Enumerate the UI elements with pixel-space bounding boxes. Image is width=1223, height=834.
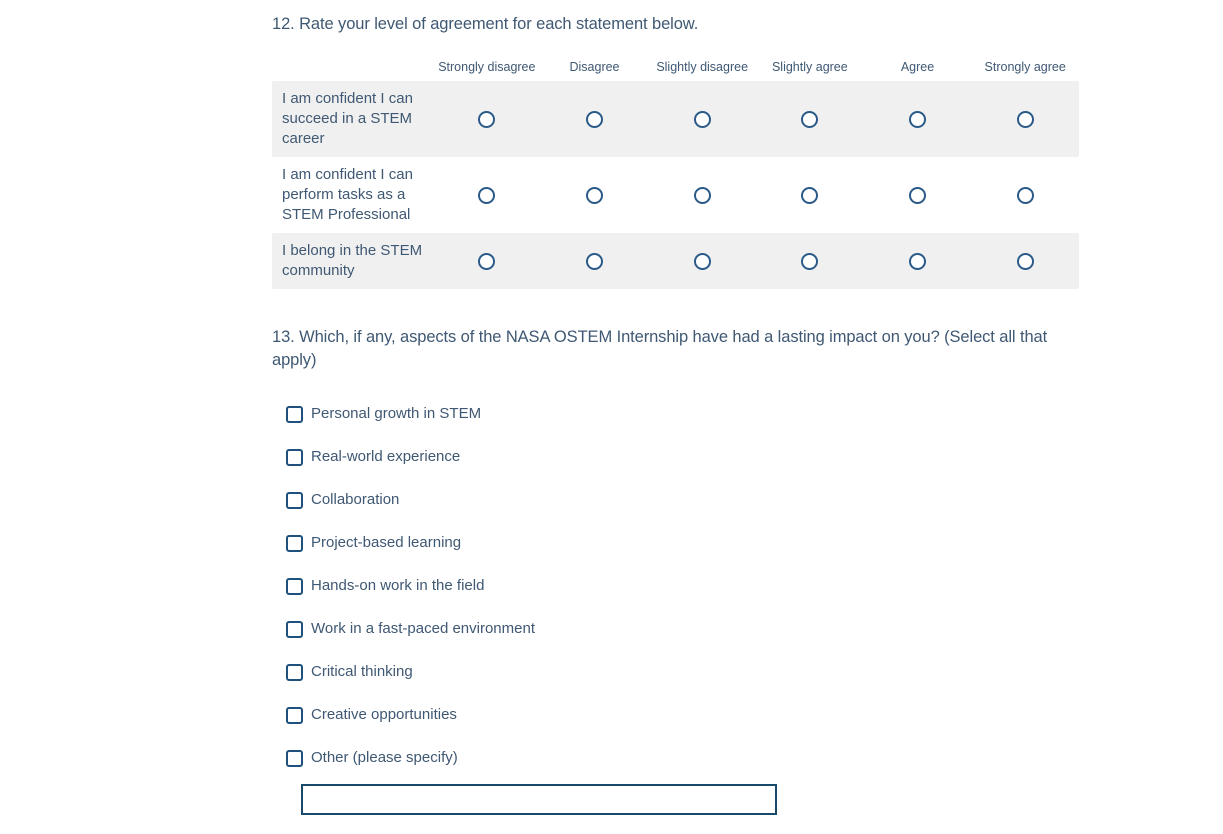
radio-button[interactable]: [909, 186, 927, 204]
radio-button[interactable]: [693, 110, 711, 128]
column-header-slightly-disagree: Slightly disagree: [656, 60, 749, 74]
checkbox[interactable]: [286, 405, 303, 423]
checkbox[interactable]: [286, 620, 303, 638]
option-label: Real-world experience: [311, 448, 461, 465]
option-real-world-experience[interactable]: Real-world experience: [286, 447, 1079, 467]
checkbox-option-list: Personal growth in STEM Real-world exper…: [286, 404, 1079, 768]
option-label: Hands-on work in the field: [311, 577, 485, 594]
option-project-based-learning[interactable]: Project-based learning: [286, 533, 1079, 553]
column-header-agree: Agree: [900, 60, 935, 74]
radio-button[interactable]: [586, 186, 603, 204]
option-label: Project-based learning: [311, 534, 462, 551]
column-header-strongly-disagree: Strongly disagree: [438, 60, 536, 74]
radio-button[interactable]: [693, 252, 711, 270]
radio-button[interactable]: [586, 252, 603, 270]
column-header-disagree: Disagree: [569, 60, 620, 74]
option-label: Work in a fast-paced environment: [311, 620, 535, 637]
option-label: Collaboration: [311, 491, 400, 508]
radio-button[interactable]: [1016, 186, 1034, 204]
matrix-row-perform-tasks: I am confident I can perform tasks as a …: [272, 157, 1079, 233]
checkbox[interactable]: [286, 663, 303, 681]
column-header-slightly-agree: Slightly agree: [771, 60, 848, 74]
other-specify-input[interactable]: [301, 784, 777, 815]
checkbox[interactable]: [286, 706, 303, 724]
radio-button[interactable]: [1016, 110, 1034, 128]
survey-content: 12. Rate your level of agreement for eac…: [272, 13, 1079, 815]
option-label: Critical thinking: [311, 663, 413, 680]
option-hands-on-work[interactable]: Hands-on work in the field: [286, 576, 1079, 596]
checkbox[interactable]: [286, 534, 303, 552]
rating-matrix: Strongly disagree Disagree Slightly disa…: [272, 60, 1079, 289]
checkbox[interactable]: [286, 749, 303, 767]
radio-button[interactable]: [478, 252, 496, 270]
option-fast-paced-environment[interactable]: Work in a fast-paced environment: [286, 619, 1079, 639]
matrix-row-succeed-stem-career: I am confident I can succeed in a STEM c…: [272, 81, 1079, 157]
question-12-title: 12. Rate your level of agreement for eac…: [272, 15, 699, 33]
radio-button[interactable]: [909, 110, 927, 128]
radio-button[interactable]: [478, 110, 496, 128]
radio-button[interactable]: [586, 110, 603, 128]
checkbox[interactable]: [286, 448, 303, 466]
matrix-row-label: I belong in the STEM community: [282, 242, 423, 279]
checkbox[interactable]: [286, 577, 303, 595]
question-13-title: 13. Which, if any, aspects of the NASA O…: [272, 328, 1048, 369]
matrix-row-label: I am confident I can perform tasks as a …: [282, 166, 413, 223]
column-header-strongly-agree: Strongly agree: [984, 60, 1066, 74]
radio-button[interactable]: [1016, 252, 1034, 270]
matrix-row-label: I am confident I can succeed in a STEM c…: [282, 90, 413, 147]
checkbox[interactable]: [286, 491, 303, 509]
radio-button[interactable]: [478, 186, 496, 204]
option-label: Creative opportunities: [311, 706, 457, 723]
option-other[interactable]: Other (please specify): [286, 748, 1079, 768]
option-label: Other (please specify): [311, 749, 458, 766]
radio-button[interactable]: [909, 252, 927, 270]
radio-button[interactable]: [801, 252, 819, 270]
radio-button[interactable]: [693, 186, 711, 204]
option-creative-opportunities[interactable]: Creative opportunities: [286, 705, 1079, 725]
radio-button[interactable]: [801, 110, 819, 128]
matrix-header-row: Strongly disagree Disagree Slightly disa…: [272, 60, 1079, 81]
option-label: Personal growth in STEM: [311, 405, 482, 422]
matrix-row-belong-stem-community: I belong in the STEM community: [272, 233, 1079, 289]
option-collaboration[interactable]: Collaboration: [286, 490, 1079, 510]
option-personal-growth[interactable]: Personal growth in STEM: [286, 404, 1079, 424]
option-critical-thinking[interactable]: Critical thinking: [286, 662, 1079, 682]
radio-button[interactable]: [801, 186, 819, 204]
